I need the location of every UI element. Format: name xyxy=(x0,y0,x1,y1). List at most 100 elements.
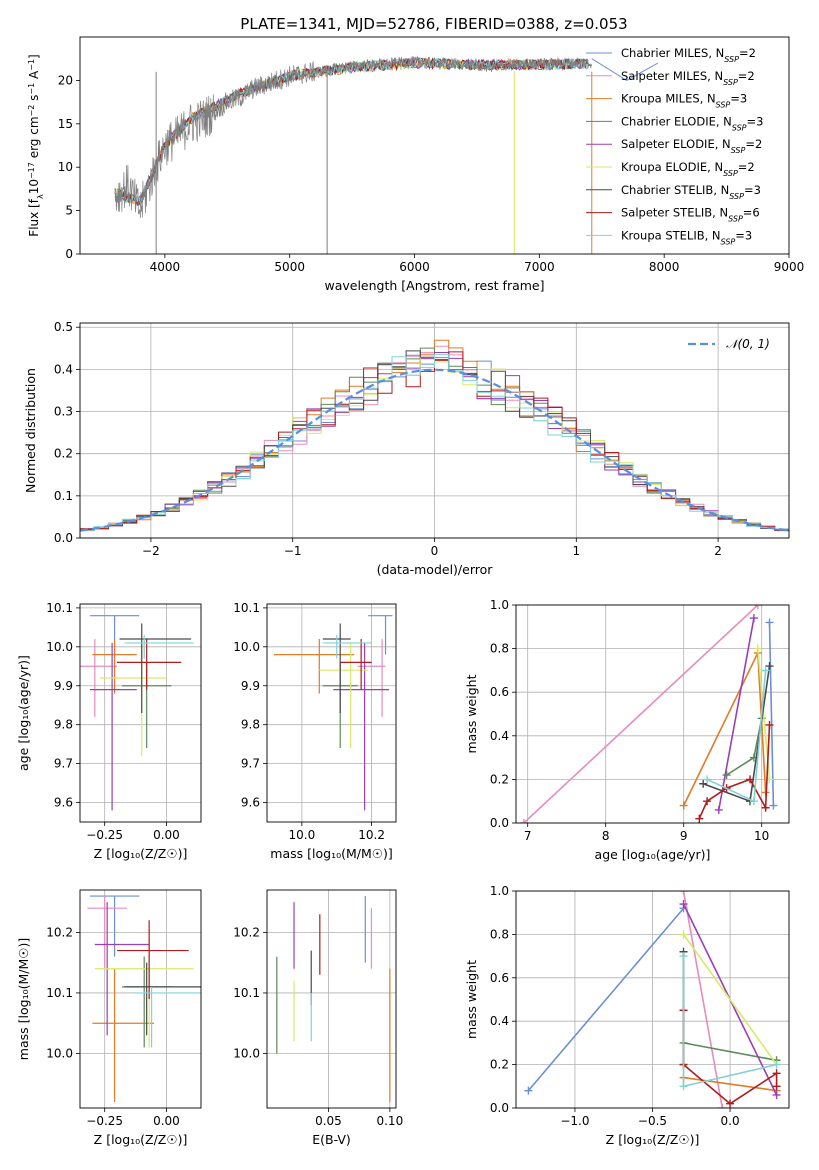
weight-marker xyxy=(679,891,688,895)
legend-label: Salpeter ELODIE, NSSP=2 xyxy=(621,137,762,155)
residuals-ylabel: Normed distribution xyxy=(23,368,38,493)
mass_vs_ebv-xtick-label: 0.05 xyxy=(315,1114,342,1128)
legend-label-sub: SSP xyxy=(723,77,738,86)
mass_vs_ebv-xtick-label: 0.10 xyxy=(376,1114,403,1128)
spectrum-data-line xyxy=(114,56,593,218)
weight_vs_z-xtick-label: −1.0 xyxy=(560,1114,589,1128)
mass_vs_z-axes: −0.25 0.00 10.0 10.1 10.2 Z [log₁₀(Z/Z☉)] mass… xyxy=(16,889,202,1147)
mass_vs_z-ytick-label: 10.0 xyxy=(46,1047,73,1061)
weight_vs_z-plot-area xyxy=(524,891,781,1108)
weight_vs_z-ylabel: mass weight xyxy=(464,960,479,1039)
spectrum-ytick-label: 0 xyxy=(65,247,73,261)
legend-label-sub: SSP xyxy=(724,55,739,64)
mass_vs_z-ytick-label: 10.2 xyxy=(46,925,73,939)
legend-label-part: Kroupa STELIB, N xyxy=(621,228,721,242)
legend-label-part: Salpeter STELIB, N xyxy=(621,206,728,220)
weight_vs_age-ytick-label: 1.0 xyxy=(490,598,509,612)
weight-marker xyxy=(749,797,758,806)
mass_vs_z-xlabel: Z [log₁₀(Z/Z☉)] xyxy=(94,1132,188,1147)
weight-marker xyxy=(749,614,758,623)
legend-label: Kroupa MILES, NSSP=3 xyxy=(621,92,747,110)
age_vs_z-ytick-label: 10.1 xyxy=(46,601,73,615)
weight_vs_age-xtick-label: 10 xyxy=(754,829,769,843)
legend-label-part: =2 xyxy=(739,46,756,60)
legend-label-part: =3 xyxy=(735,228,752,242)
weight_vs_age-ytick-label: 0.8 xyxy=(490,642,509,656)
legend-label-sub: SSP xyxy=(716,100,731,109)
residuals-axes: −2 −1 0 1 2 0.0 0.1 0.2 0.3 0.4 0.5 (data-model)/er… xyxy=(23,320,790,577)
errorbar-kroupa-stelib xyxy=(124,635,194,659)
spectrum-model-line xyxy=(114,57,589,206)
weight_vs_age-xtick-label: 9 xyxy=(680,829,688,843)
spectrum-ytick-label: 10 xyxy=(58,160,73,174)
weight_vs_age-xtick-label: 8 xyxy=(602,829,610,843)
errorbar-salpeter-miles xyxy=(80,639,118,717)
weight_vs_age-ytick-label: 0.2 xyxy=(490,772,509,786)
spectrum-ylabel-part: −17 xyxy=(27,162,36,179)
legend-label-sub: SSP xyxy=(729,191,744,200)
weight-marker xyxy=(761,803,770,812)
mass_vs_ebv-frame xyxy=(266,889,397,1109)
spectrum-model-line xyxy=(114,57,589,206)
errorbar-salpeter-elodie xyxy=(89,642,137,811)
age_vs_z-ytick-label: 9.7 xyxy=(54,757,73,771)
weight-line-kroupa-miles xyxy=(683,1076,777,1092)
residuals-plot-area xyxy=(80,339,789,532)
age_vs_z-xtick-label: 0.00 xyxy=(153,828,180,842)
normal-legend-label: 𝒩(0, 1) xyxy=(726,337,770,351)
spectrum-plot-area xyxy=(114,56,659,254)
weight-marker xyxy=(703,797,712,806)
spectrum-ylabel-part: 10 xyxy=(27,179,41,194)
weight-marker xyxy=(679,930,688,939)
weight-marker xyxy=(765,662,774,671)
weight-marker xyxy=(772,1090,781,1099)
spectrum-xtick-label: 8000 xyxy=(649,260,680,274)
residuals-xlabel: (data-model)/error xyxy=(377,562,494,577)
age_vs_z-ylabel: age [log₁₀(age/yr)] xyxy=(16,655,31,771)
weight-marker xyxy=(753,605,762,609)
weight_vs_age-ylabel: mass weight xyxy=(464,674,479,753)
spectrum-model-line xyxy=(114,57,589,206)
weight_vs_z-ytick-label: 0.8 xyxy=(490,927,509,941)
weight-marker xyxy=(772,1069,781,1078)
spectrum-ylabel-part: Flux [f xyxy=(27,198,41,236)
spectrum-xtick-label: 7000 xyxy=(524,260,555,274)
residuals-xtick-label: 0 xyxy=(431,544,439,558)
errorbar-kroupa-stelib xyxy=(322,635,372,659)
mass_vs_ebv-plot-area xyxy=(276,896,391,1102)
age_vs_mass-xtick-label: 10.2 xyxy=(358,828,385,842)
weight_vs_age-ytick-label: 0.0 xyxy=(490,816,509,830)
weight-line-chabrier-elodie xyxy=(683,1042,777,1062)
residuals-ytick-label: 0.3 xyxy=(54,405,73,419)
mass_vs_ebv-ytick-label: 10.2 xyxy=(233,925,260,939)
weight-marker xyxy=(679,900,688,909)
residuals-ytick-label: 0.1 xyxy=(54,489,73,503)
weight-line-kroupa-elodie xyxy=(682,933,778,1066)
age_vs_mass-ytick-label: 9.6 xyxy=(241,796,260,810)
errorbar-salpeter-stelib xyxy=(117,639,182,690)
legend-label-part: Chabrier ELODIE, N xyxy=(621,114,732,128)
residuals-frame xyxy=(79,322,790,539)
weight-marker xyxy=(679,801,688,810)
errorbar-kroupa-miles xyxy=(92,968,155,1102)
legend-label-sub: SSP xyxy=(723,169,738,178)
residuals-ytick-label: 0.2 xyxy=(54,447,73,461)
mass_vs_ebv-axes: 0.05 0.10 10.0 10.1 10.2 E(B-V) xyxy=(233,889,403,1147)
legend-label-sub: SSP xyxy=(731,146,746,155)
errorbar-kroupa-elodie xyxy=(99,642,167,756)
weight-line-salpeter-stelib xyxy=(698,724,771,819)
weight_vs_z-grid xyxy=(516,890,789,1109)
spectrum-ylabel-part: −1 xyxy=(27,59,36,71)
weight-line-chabrier-miles xyxy=(768,622,775,806)
weight-marker xyxy=(703,775,712,784)
spectrum-ylabel-part: ] xyxy=(27,54,41,59)
residuals-xtick-label: −1 xyxy=(284,544,302,558)
mass_vs_ebv-grid xyxy=(267,890,396,1108)
age_vs_mass-ytick-label: 10.1 xyxy=(233,601,260,615)
age_vs_mass-xtick-label: 10.0 xyxy=(289,828,316,842)
weight_vs_age-xlabel: age [log₁₀(age/yr)] xyxy=(595,847,711,862)
weight_vs_z-xtick-label: −0.5 xyxy=(638,1114,667,1128)
weight-line-salpeter-miles xyxy=(682,891,724,1108)
age_vs_mass-frame xyxy=(266,603,397,823)
